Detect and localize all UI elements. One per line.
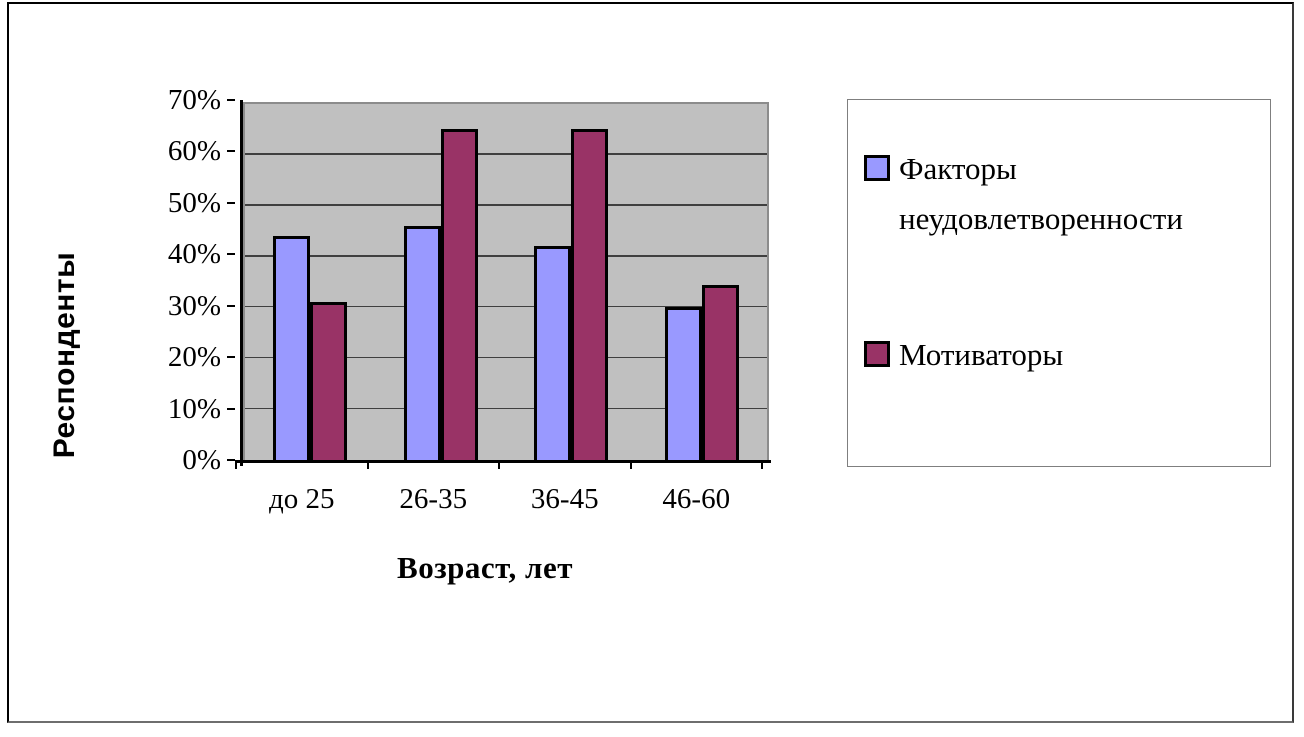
y-tick-mark-70 <box>227 99 235 101</box>
y-tick-mark-60 <box>227 150 235 153</box>
x-tick-mark-4 <box>761 460 763 469</box>
y-tick-label-50: 50% <box>167 186 221 219</box>
x-tick-mark-3 <box>629 460 632 469</box>
bar-series1-26-35 <box>403 226 441 460</box>
gridline-50 <box>245 204 767 206</box>
gridline-10 <box>245 407 767 410</box>
y-tick-mark-10 <box>227 407 235 410</box>
y-tick-label-0: 0% <box>182 444 221 476</box>
gridline-40 <box>245 255 767 257</box>
legend-swatch-series1 <box>864 155 890 181</box>
y-tick-mark-20 <box>227 356 235 359</box>
bar-series1-36-45 <box>534 246 572 460</box>
y-tick-mark-30 <box>227 304 235 307</box>
gridline-30 <box>245 305 767 308</box>
x-tick-label-36-45: 36-45 <box>530 483 599 515</box>
bar-series2-26-35 <box>440 129 478 460</box>
y-tick-label-10: 10% <box>167 392 221 425</box>
gridline-60 <box>245 153 767 155</box>
y-axis-title: Респонденты <box>48 251 81 459</box>
bar-series2-46-60 <box>701 284 739 460</box>
legend: Факторы неудовлетворенности Мотиваторы <box>847 99 1271 467</box>
x-tick-label-до 25: до 25 <box>268 483 335 515</box>
x-tick-mark-0 <box>235 460 237 469</box>
y-tick-mark-0 <box>227 459 235 461</box>
x-axis-line <box>235 460 771 463</box>
y-tick-label-60: 60% <box>167 135 221 168</box>
x-tick-label-26-35: 26-35 <box>399 483 468 515</box>
y-tick-label-20: 20% <box>167 341 221 374</box>
gridline-20 <box>245 356 767 359</box>
y-tick-label-30: 30% <box>167 289 221 322</box>
legend-item-motivators: Мотиваторы <box>864 330 1249 380</box>
bar-series1-46-60 <box>664 307 702 460</box>
x-tick-mark-2 <box>498 460 500 469</box>
plot-area <box>243 102 769 462</box>
x-axis-title: Возраст, лет <box>397 550 573 585</box>
x-tick-mark-1 <box>366 460 369 469</box>
bar-series2-36-45 <box>571 129 609 460</box>
y-tick-mark-50 <box>227 201 235 204</box>
y-tick-label-70: 70% <box>167 84 221 116</box>
bar-series1-до 25 <box>273 236 311 460</box>
y-axis-line <box>240 100 243 466</box>
legend-label-series2: Мотиваторы <box>899 337 1064 372</box>
bar-series2-до 25 <box>310 302 348 460</box>
legend-label-series1: Факторы неудовлетворенности <box>899 151 1183 237</box>
chart-frame: Респонденты 0% 10% 20% 30% 40% 50% 60% 70% до 25… <box>7 2 1294 723</box>
legend-item-factors: Факторы неудовлетворенности <box>864 144 1249 244</box>
x-tick-label-46-60: 46-60 <box>662 483 731 515</box>
y-tick-mark-40 <box>227 253 235 256</box>
y-tick-label-40: 40% <box>167 238 221 271</box>
legend-swatch-series2 <box>864 341 890 367</box>
